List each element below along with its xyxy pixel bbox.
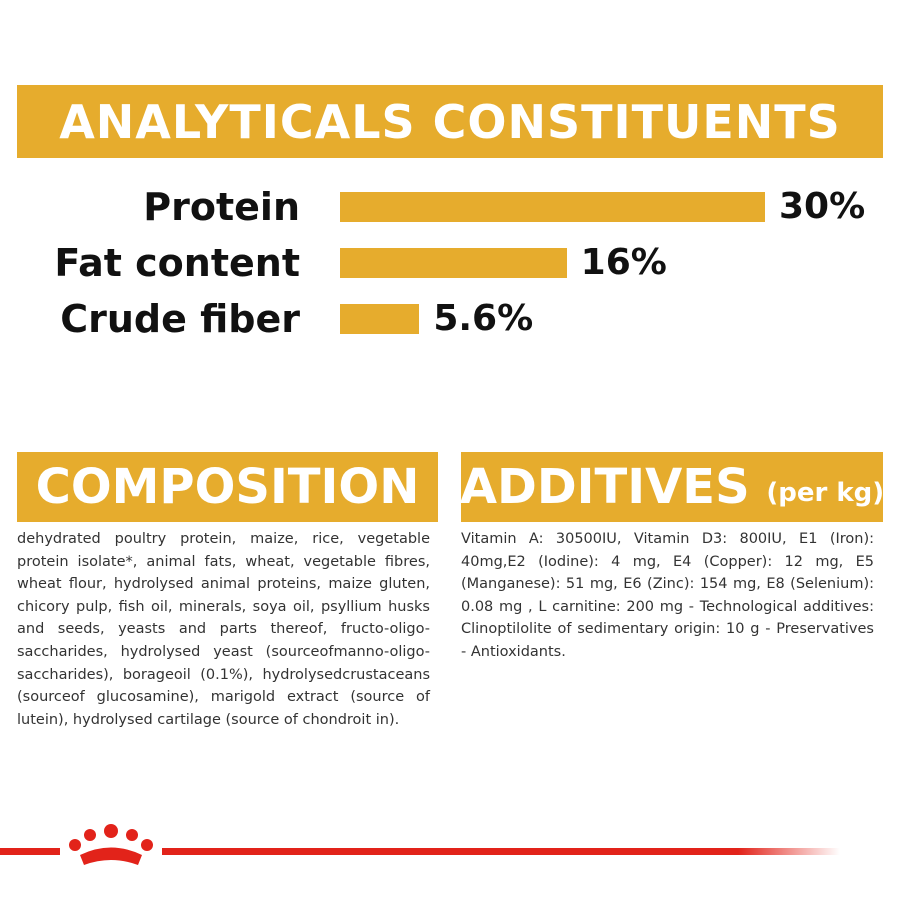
bar [340,304,420,334]
value-label: 30% [779,186,866,227]
additives-banner: ADDITIVES (per kg) [459,452,885,522]
composition-title: COMPOSITION [35,459,420,515]
title-banner: ANALYTICALS CONSTITUENTS [17,85,883,158]
additives-unit: (per kg) [766,478,885,508]
category-label: Crude fiber [60,297,300,341]
category-label: Protein [143,185,300,229]
category-label: Fat content [54,241,300,285]
composition-text: dehydrated poultry protein, maize, rice,… [17,531,430,728]
bar [340,192,765,222]
title: ANALYTICALS CONSTITUENTS [59,94,841,149]
value-label: 5.6% [433,298,534,339]
additives-text: Vitamin A: 30500IU, Vitamin D3: 800IU, E… [461,531,874,660]
footer-logo [0,824,840,865]
additives-title: ADDITIVES [459,459,750,515]
composition-banner: COMPOSITION [17,452,438,522]
value-label: 16% [580,242,667,283]
bar [340,248,567,278]
